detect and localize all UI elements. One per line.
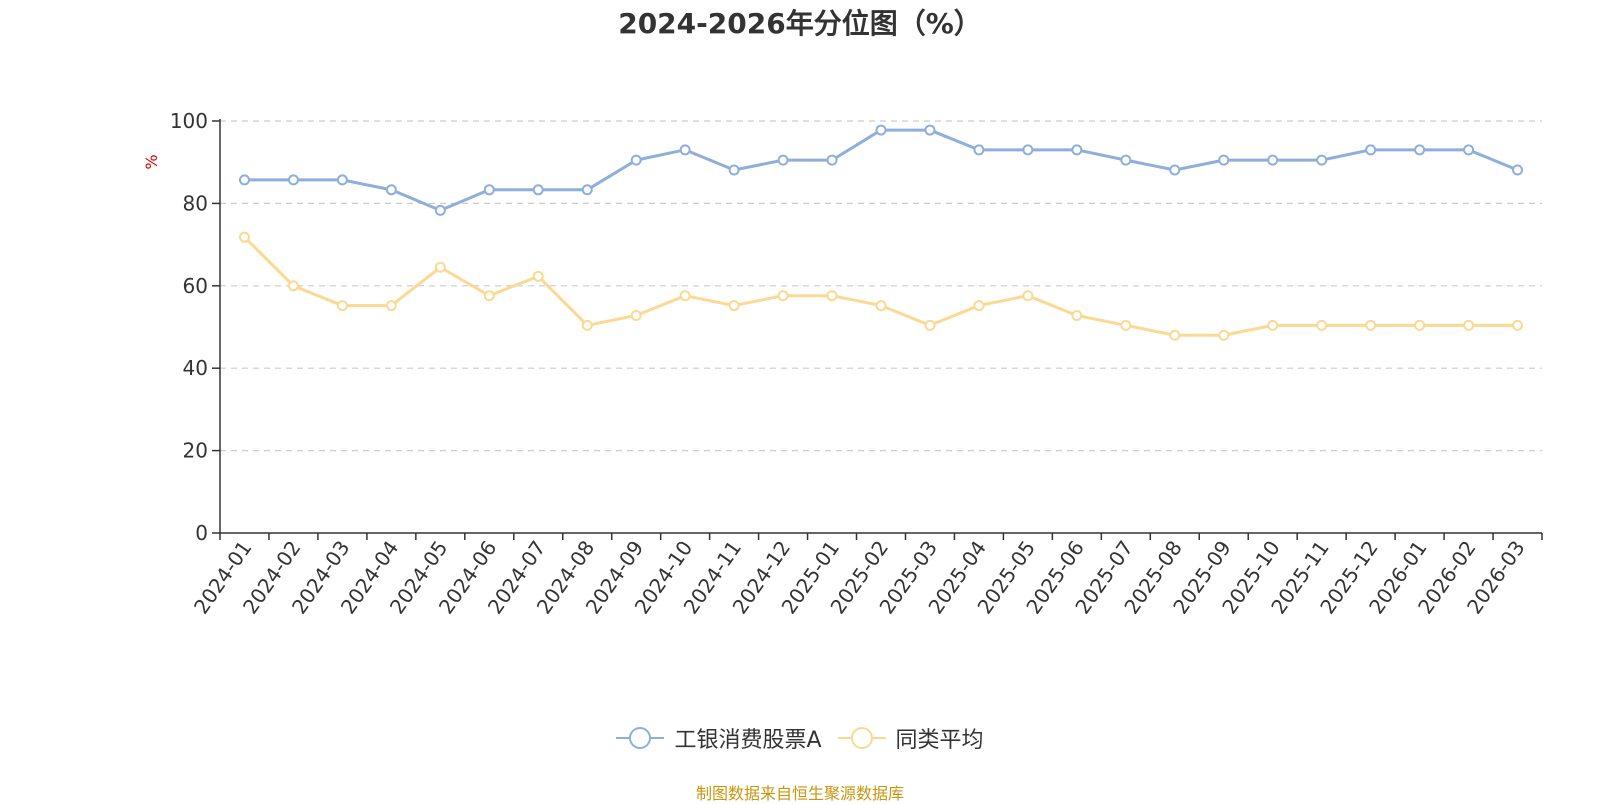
- data-point-1-2025-12: [1365, 319, 1377, 331]
- data-source-note: 制图数据来自恒生聚源数据库: [695, 784, 904, 803]
- chart-title: 2024-2026年分位图（%）: [618, 7, 982, 40]
- data-point-0-2024-11: [728, 164, 740, 176]
- y-tick-label-80: 80: [183, 191, 208, 215]
- legend-marker-0: [616, 727, 665, 749]
- y-tick-label-20: 20: [183, 439, 208, 463]
- data-point-1-2024-11: [728, 300, 740, 312]
- data-point-0-2025-08: [1169, 164, 1181, 176]
- data-point-0-2026-01: [1414, 144, 1426, 156]
- grid-lines: [220, 120, 1542, 452]
- data-point-0-2026-03: [1512, 164, 1524, 176]
- data-point-0-2024-06: [483, 184, 495, 196]
- data-point-1-2025-09: [1218, 329, 1230, 341]
- y-axis-unit-label: %: [142, 154, 161, 169]
- data-point-1-2025-06: [1071, 309, 1083, 321]
- chart-legend: 工银消费股票A 同类平均: [0, 722, 1600, 754]
- data-point-0-2024-12: [777, 154, 789, 166]
- data-point-1-2026-03: [1512, 319, 1524, 331]
- data-point-0-2025-04: [973, 144, 985, 156]
- series-line-0: [244, 128, 1519, 212]
- data-point-1-2025-04: [973, 300, 985, 312]
- data-point-1-2024-12: [777, 290, 789, 302]
- data-point-0-2024-10: [679, 144, 691, 156]
- data-point-1-2024-05: [434, 261, 446, 273]
- data-point-1-2026-02: [1463, 319, 1475, 331]
- data-point-0-2025-07: [1120, 154, 1132, 166]
- data-point-0-2025-06: [1071, 144, 1083, 156]
- legend-marker-1: [837, 727, 886, 749]
- data-point-0-2025-12: [1365, 144, 1377, 156]
- data-point-1-2024-01: [238, 231, 250, 243]
- data-point-0-2025-03: [924, 124, 936, 136]
- data-point-0-2024-01: [238, 174, 250, 186]
- data-point-1-2025-02: [875, 300, 887, 312]
- data-point-0-2024-02: [287, 174, 299, 186]
- y-tick-label-40: 40: [183, 356, 208, 380]
- data-point-1-2025-08: [1169, 329, 1181, 341]
- data-point-1-2024-04: [385, 300, 397, 312]
- data-point-1-2026-01: [1414, 319, 1426, 331]
- data-point-1-2025-01: [826, 290, 838, 302]
- data-point-1-2024-03: [336, 300, 348, 312]
- data-point-0-2024-09: [630, 154, 642, 166]
- data-point-1-2025-05: [1022, 290, 1034, 302]
- series-lines: [238, 124, 1524, 341]
- data-point-0-2024-03: [336, 174, 348, 186]
- data-point-1-2025-03: [924, 319, 936, 331]
- data-point-0-2024-05: [434, 204, 446, 216]
- legend-item-series-1[interactable]: 同类平均: [837, 722, 984, 754]
- y-tick-label-0: 0: [195, 521, 208, 545]
- data-point-1-2025-10: [1267, 319, 1279, 331]
- data-point-0-2026-02: [1463, 144, 1475, 156]
- data-point-1-2024-07: [532, 270, 544, 282]
- data-point-0-2025-01: [826, 154, 838, 166]
- y-tick-label-100: 100: [170, 109, 208, 133]
- data-point-0-2024-07: [532, 184, 544, 196]
- legend-item-series-0[interactable]: 工银消费股票A: [616, 722, 822, 754]
- legend-label-0: 工银消费股票A: [674, 728, 822, 753]
- data-point-0-2025-10: [1267, 154, 1279, 166]
- data-point-0-2024-08: [581, 184, 593, 196]
- data-point-0-2025-02: [875, 124, 887, 136]
- data-point-0-2025-09: [1218, 154, 1230, 166]
- data-point-1-2024-02: [287, 280, 299, 292]
- data-point-1-2025-07: [1120, 319, 1132, 331]
- data-point-1-2024-09: [630, 309, 642, 321]
- y-tick-label-60: 60: [183, 274, 208, 298]
- data-point-0-2024-04: [385, 184, 397, 196]
- data-point-1-2024-10: [679, 290, 691, 302]
- data-point-1-2024-06: [483, 290, 495, 302]
- data-point-1-2024-08: [581, 319, 593, 331]
- legend-label-1: 同类平均: [895, 728, 984, 753]
- data-point-1-2025-11: [1316, 319, 1328, 331]
- data-point-0-2025-05: [1022, 144, 1034, 156]
- data-point-0-2025-11: [1316, 154, 1328, 166]
